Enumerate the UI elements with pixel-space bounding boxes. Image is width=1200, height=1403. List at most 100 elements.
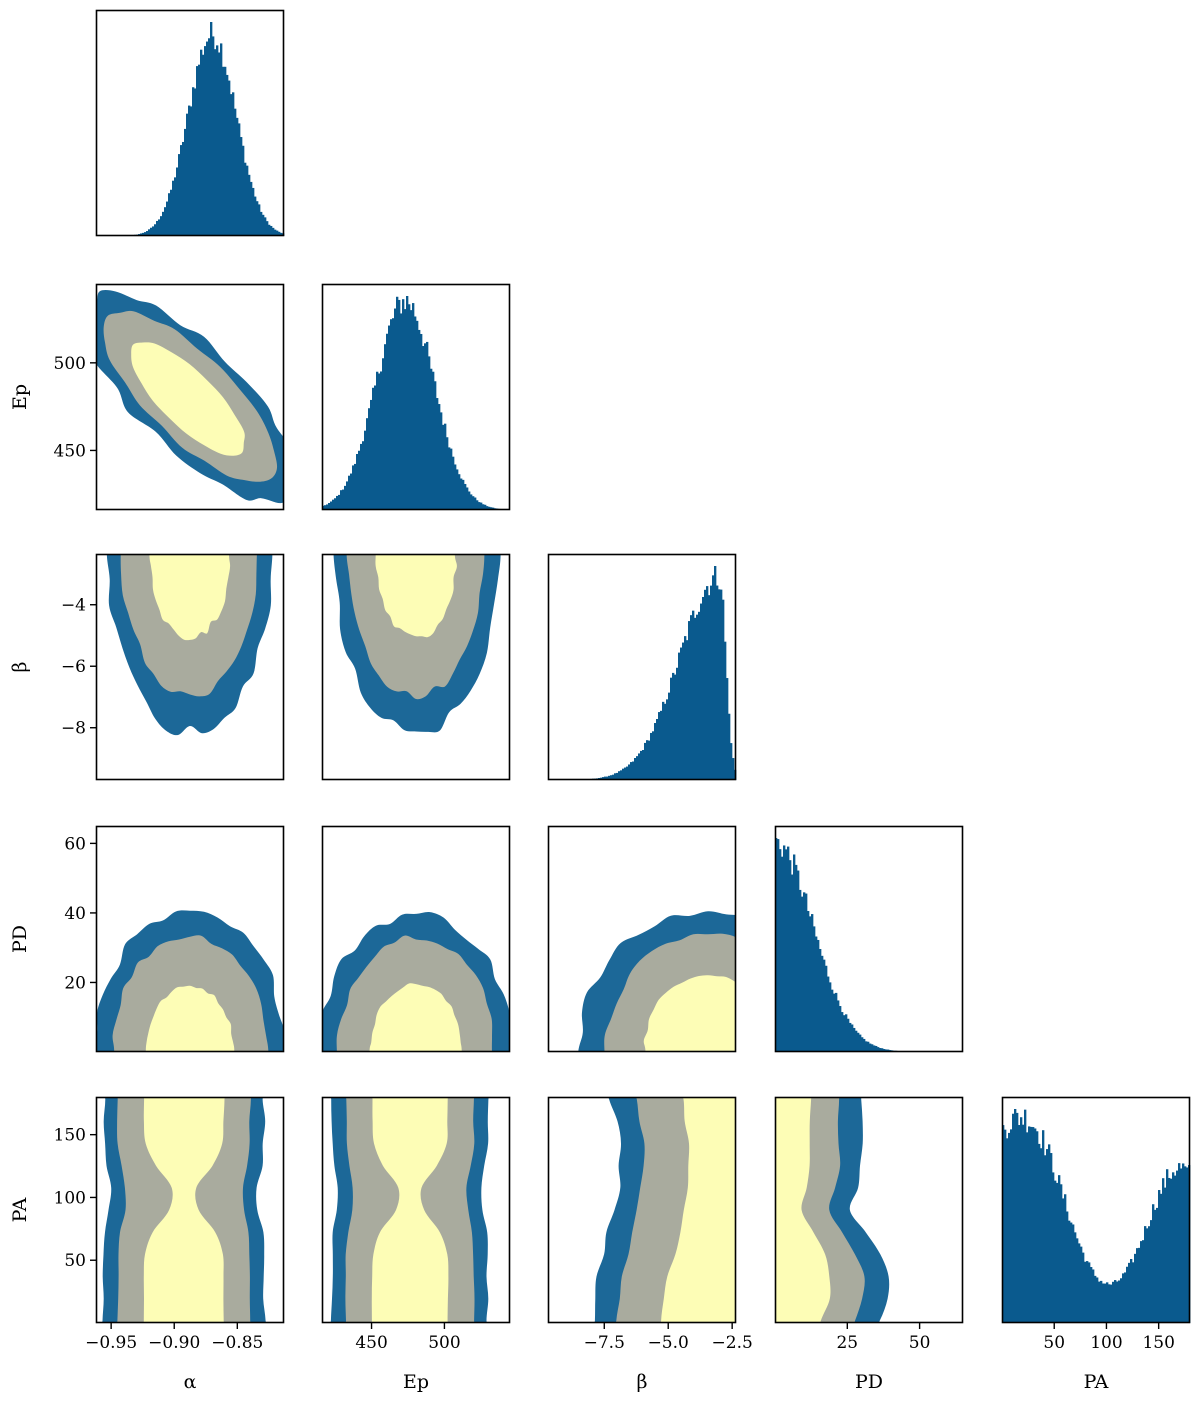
histogram-bar (348, 475, 351, 510)
histogram-bar (182, 141, 185, 236)
histogram-bar (402, 299, 405, 510)
histogram-bar (406, 296, 409, 510)
histogram-bar (158, 219, 161, 236)
histogram-bar (624, 767, 627, 780)
histogram-bar (176, 167, 179, 236)
x-tick-label: 50 (909, 1333, 931, 1353)
histogram-bar (380, 371, 383, 510)
x-axis-label: PA (1084, 1371, 1109, 1393)
histogram-bar (1106, 1282, 1109, 1323)
histogram-bar (724, 641, 727, 780)
contour-inner (145, 985, 235, 1052)
histogram-bar (382, 358, 385, 510)
histogram-bar (434, 381, 437, 510)
histogram-bar (791, 874, 794, 1052)
histogram-bar (1008, 1132, 1011, 1323)
histogram-bar (470, 494, 473, 510)
histogram-bar (831, 989, 834, 1052)
histogram-PA (1002, 1109, 1191, 1323)
histogram-bar (1094, 1275, 1097, 1323)
histogram-bar (1082, 1252, 1085, 1323)
contour-panel-beta-PA (593, 1097, 736, 1323)
histogram-bar (146, 231, 149, 236)
y-axis-label: PD (9, 925, 31, 953)
histogram-bar (192, 87, 195, 237)
histogram-bar (486, 506, 489, 510)
histogram-bar (718, 589, 721, 780)
histogram-bar (722, 599, 725, 780)
histogram-bar (628, 764, 631, 780)
histogram-bar (861, 1037, 864, 1052)
y-tick-label: 100 (54, 1188, 86, 1208)
histogram-bar (1048, 1144, 1051, 1323)
histogram-bar (428, 356, 431, 510)
histogram-bar (1018, 1125, 1021, 1323)
histogram-bar (388, 325, 391, 510)
histogram-bar (652, 731, 655, 780)
histogram-bar (1178, 1163, 1181, 1323)
panel-frame (321, 825, 511, 1053)
panel-frame (547, 553, 737, 781)
histogram-bar (242, 145, 245, 236)
histogram-bar (666, 699, 669, 780)
histogram-bar (815, 936, 818, 1052)
histogram-bar (268, 224, 271, 236)
histogram-bar (863, 1038, 866, 1052)
histogram-bar (456, 469, 459, 510)
histogram-bar (396, 296, 399, 510)
contour-panel-alpha-Ep (96, 290, 284, 504)
histogram-bar (678, 652, 681, 780)
histogram-bar (1126, 1266, 1129, 1323)
histogram-bar (1120, 1278, 1123, 1323)
histogram-bar (869, 1043, 872, 1052)
histogram-bar (1132, 1262, 1135, 1323)
histogram-bar (412, 303, 415, 510)
histogram-bar (702, 596, 705, 780)
histogram-bar (162, 211, 165, 236)
histogram-bar (1026, 1132, 1029, 1323)
histogram-bar (1040, 1148, 1043, 1323)
histogram-bar (172, 180, 175, 236)
histogram-bar (640, 750, 643, 780)
contour-inner (143, 1097, 225, 1323)
histogram-bar (204, 46, 207, 236)
histogram-bar (450, 448, 453, 510)
histogram-bar (208, 38, 211, 236)
histogram-bar (1174, 1175, 1177, 1323)
histogram-bar (1130, 1259, 1133, 1323)
contour-panel-alpha-PA (101, 1097, 267, 1323)
histogram-bar (1150, 1220, 1153, 1323)
histogram-bar (236, 117, 239, 236)
histogram-bar (1064, 1194, 1067, 1323)
histogram-bar (1184, 1166, 1187, 1323)
histogram-bar (1052, 1172, 1055, 1323)
histogram-bar (232, 92, 235, 236)
histogram-bar (650, 732, 653, 780)
histogram-bar (206, 41, 209, 236)
histogram-bar (446, 437, 449, 510)
histogram-bar (720, 589, 723, 780)
histogram-bar (1060, 1184, 1063, 1323)
histogram-bar (360, 443, 363, 510)
contour-inner (131, 342, 245, 456)
histogram-bar (1092, 1269, 1095, 1323)
histogram-bar (148, 229, 151, 236)
histogram-bar (841, 1012, 844, 1052)
x-tick-label: −2.5 (712, 1333, 753, 1353)
histogram-bar (248, 174, 251, 236)
histogram-bar (144, 232, 147, 236)
contour-inner (369, 983, 462, 1052)
histogram-bar (793, 854, 796, 1052)
histogram-bar (807, 911, 810, 1052)
histogram-bar (1164, 1187, 1167, 1323)
histogram-bar (1172, 1172, 1175, 1323)
histogram-bar (468, 491, 471, 510)
histogram-bar (336, 495, 339, 510)
histogram-bar (240, 137, 243, 236)
histogram-bar (156, 220, 159, 236)
panel-frame (95, 9, 285, 237)
histogram-bar (244, 162, 247, 236)
histogram-bar (180, 145, 183, 236)
histogram-bar (604, 776, 607, 780)
histogram-bar (246, 165, 249, 236)
